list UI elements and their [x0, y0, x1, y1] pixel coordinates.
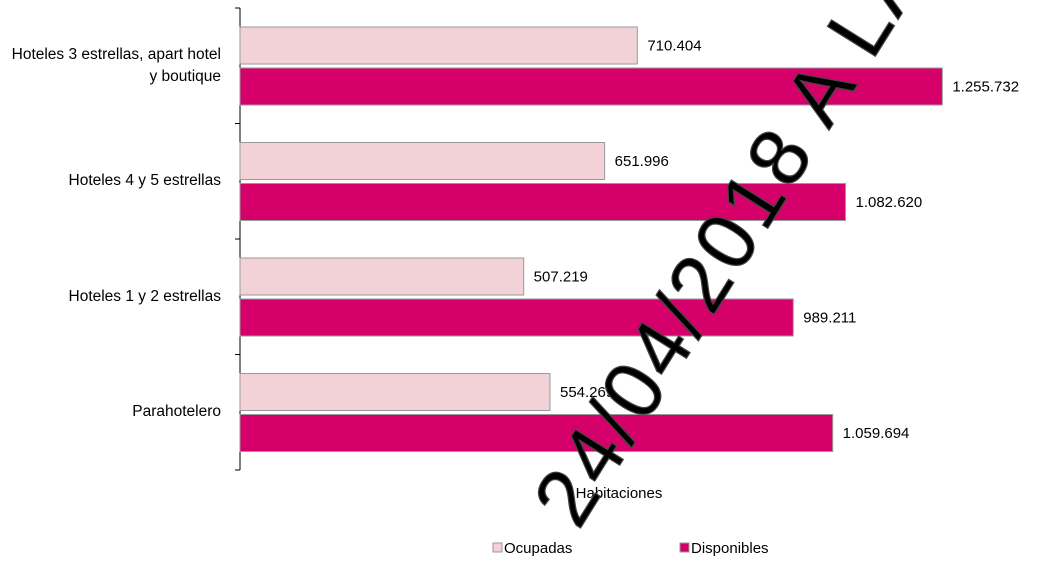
legend-label: Disponibles	[691, 540, 769, 557]
bar	[239, 257, 525, 296]
legend-swatch	[492, 542, 503, 553]
data-label: 1.059.694	[843, 425, 910, 442]
data-label: 710.404	[647, 37, 701, 54]
bar	[239, 67, 943, 106]
legend-swatch	[679, 542, 690, 553]
category-label: Hoteles 1 y 2 estrellas	[68, 287, 222, 305]
data-label: 1.255.732	[952, 78, 1019, 95]
x-axis-title: Habitaciones	[576, 485, 663, 502]
bar	[239, 142, 606, 180]
bar	[239, 26, 638, 65]
category-label: Hoteles 3 estrellas, apart hotel y bouti…	[11, 45, 221, 85]
data-label: 989.211	[803, 309, 856, 326]
category-label: Hoteles 4 y 5 estrellas	[68, 172, 222, 190]
data-label: 1.082.620	[855, 194, 922, 211]
data-label: 507.219	[534, 268, 588, 285]
data-label: 651.996	[615, 153, 669, 170]
legend-label: Ocupadas	[504, 540, 572, 557]
bar	[239, 298, 794, 337]
bar	[239, 183, 846, 221]
category-label: Parahotelero	[132, 403, 221, 421]
bar	[239, 373, 551, 411]
bar	[239, 414, 834, 452]
data-label: 554.269	[560, 384, 614, 401]
